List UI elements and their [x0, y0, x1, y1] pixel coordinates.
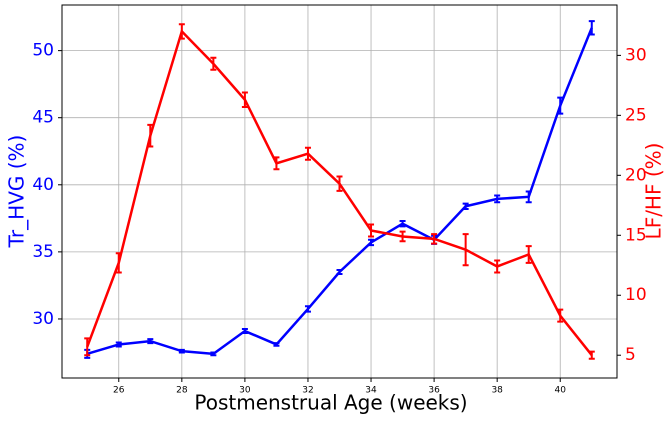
x-tick-label: 40: [555, 386, 567, 396]
y2-tick-label: 20: [625, 165, 647, 185]
x-tick-label: 36: [428, 386, 440, 396]
x-tick-label: 30: [239, 386, 251, 396]
error-bar: [337, 270, 343, 274]
y-tick-label: 35: [32, 242, 54, 262]
y2-tick-label: 5: [625, 345, 636, 365]
x-tick-label: 32: [302, 386, 313, 396]
y-axis-label: Tr_HVG (%): [5, 135, 29, 249]
error-bar: [305, 306, 311, 311]
y-tick-label: 50: [32, 41, 54, 61]
x-tick-label: 34: [365, 386, 377, 396]
x-tick-label: 26: [113, 386, 125, 396]
series-line: [87, 31, 592, 355]
y2-tick-label: 25: [625, 105, 647, 125]
y-tick-label: 40: [32, 175, 54, 195]
y-tick-label: 30: [32, 309, 54, 329]
x-tick-label: 38: [491, 386, 503, 396]
y2-tick-label: 30: [625, 45, 647, 65]
y-tick-label: 45: [32, 108, 54, 128]
x-axis-label: Postmenstrual Age (weeks): [194, 391, 467, 415]
y2-tick-label: 10: [625, 285, 647, 305]
y2-tick-label: 15: [625, 225, 647, 245]
x-tick-label: 28: [176, 386, 188, 396]
